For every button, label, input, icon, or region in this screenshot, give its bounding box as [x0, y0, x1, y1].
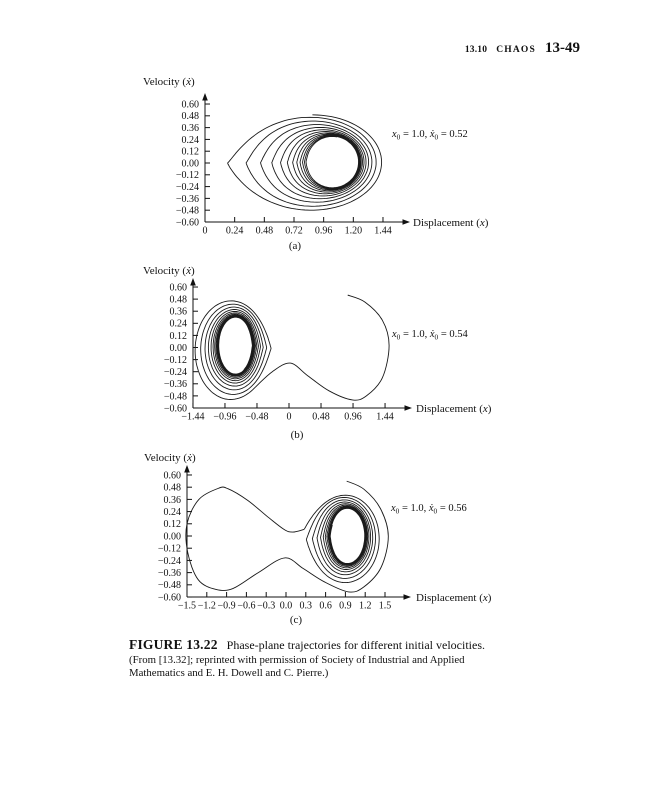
y-tick-label: 0.48	[170, 295, 188, 306]
y-tick-label: 0.48	[182, 111, 200, 122]
y-tick-label: −0.24	[176, 182, 199, 193]
y-tick-label: 0.60	[182, 99, 200, 110]
y-tick-label: −0.48	[164, 391, 187, 402]
x-tick-label: −1.5	[178, 601, 196, 612]
x-tick-label: 0.96	[315, 226, 333, 237]
x-tick-label: −0.3	[257, 601, 275, 612]
y-tick-label: 0.36	[182, 123, 200, 134]
running-header: 13.10 CHAOS 13-49	[465, 40, 580, 57]
x-axis-arrow-icon	[404, 405, 412, 411]
caption-line: FIGURE 13.22 Phase-plane trajectories for…	[129, 637, 543, 654]
panel-label: (a)	[289, 240, 302, 252]
x-tick-label: −1.44	[181, 412, 204, 423]
y-axis-title: Velocity (ẋ)	[143, 76, 195, 88]
y-tick-label: 0.12	[182, 147, 200, 158]
y-axis-title: Velocity (ẋ)	[144, 452, 196, 464]
y-tick-label: −0.60	[164, 403, 187, 414]
chapter-title: CHAOS	[496, 45, 536, 55]
figure-caption: FIGURE 13.22 Phase-plane trajectories for…	[129, 637, 543, 680]
y-axis-title: Velocity (ẋ)	[143, 265, 195, 277]
x-tick-label: 1.44	[376, 412, 394, 423]
y-tick-label: −0.24	[164, 367, 187, 378]
x-axis-title: Displacement (x)	[416, 592, 492, 604]
y-tick-label: 0.36	[164, 495, 182, 506]
y-axis-arrow-icon	[190, 278, 196, 286]
x-axis-arrow-icon	[403, 594, 411, 600]
y-tick-label: 0.12	[164, 519, 182, 530]
trajectory-spiral-curve	[303, 494, 380, 584]
y-tick-label: −0.12	[158, 544, 181, 555]
x-tick-label: −0.96	[213, 412, 236, 423]
x-axis-title: Displacement (x)	[413, 217, 489, 229]
y-tick-label: −0.36	[176, 194, 199, 205]
figure-source-line-1: (From [13.32]; reprinted with permission…	[129, 653, 465, 666]
x-tick-label: 0.48	[256, 226, 274, 237]
y-tick-label: 0.60	[170, 282, 188, 293]
y-tick-label: 0.36	[170, 307, 188, 318]
y-tick-label: 0.48	[164, 483, 182, 494]
y-tick-label: −0.48	[176, 206, 199, 217]
x-tick-label: 0.6	[319, 601, 332, 612]
y-axis-arrow-icon	[202, 93, 208, 101]
y-tick-label: −0.36	[158, 568, 181, 579]
trajectory-entry-curve	[254, 294, 390, 401]
y-tick-label: 0.00	[182, 158, 200, 169]
initial-conditions-annotation: x0 = 1.0, ẋ0 = 0.54	[391, 329, 468, 342]
section-number: 13.10	[464, 45, 488, 55]
x-tick-label: 0.3	[300, 601, 313, 612]
y-tick-label: −0.12	[164, 355, 187, 366]
page-number: 13-49	[545, 40, 580, 56]
x-tick-label: −1.2	[198, 601, 216, 612]
x-axis-arrow-icon	[402, 219, 410, 225]
x-tick-label: 1.20	[345, 226, 363, 237]
y-tick-label: 0.00	[164, 531, 182, 542]
x-axis-title: Displacement (x)	[416, 403, 492, 415]
y-tick-label: 0.60	[164, 470, 182, 481]
initial-conditions-annotation: x0 = 1.0, ẋ0 = 0.56	[390, 503, 467, 516]
x-tick-label: 0.96	[344, 412, 362, 423]
x-tick-label: −0.9	[218, 601, 236, 612]
x-tick-label: 1.5	[379, 601, 392, 612]
y-tick-label: −0.24	[158, 556, 181, 567]
initial-conditions-annotation: x0 = 1.0, ẋ0 = 0.52	[391, 129, 468, 142]
y-tick-label: 0.24	[170, 319, 188, 330]
y-tick-label: 0.24	[164, 507, 182, 518]
x-tick-label: 0.0	[280, 601, 293, 612]
y-tick-label: 0.00	[170, 343, 188, 354]
y-axis-arrow-icon	[184, 465, 190, 473]
trajectory-entry-curve	[185, 480, 389, 593]
y-tick-label: −0.60	[176, 217, 199, 228]
trajectory-spiral-curve	[194, 300, 272, 400]
x-tick-label: 0.48	[312, 412, 330, 423]
x-tick-label: 1.44	[374, 226, 392, 237]
panel-label: (b)	[291, 429, 304, 441]
x-tick-label: 0.9	[339, 601, 352, 612]
figure-source-line-2: Mathematics and E. H. Dowell and C. Pier…	[129, 667, 329, 680]
figure-number: FIGURE 13.22	[129, 637, 218, 652]
x-tick-label: 0.72	[285, 226, 303, 237]
x-tick-label: 0	[203, 226, 208, 237]
y-tick-label: −0.48	[158, 580, 181, 591]
y-tick-label: −0.12	[176, 170, 199, 181]
panel-label: (c)	[290, 614, 303, 626]
y-tick-label: 0.12	[170, 331, 188, 342]
x-tick-label: 0.24	[226, 226, 244, 237]
y-tick-label: 0.24	[182, 135, 200, 146]
y-tick-label: −0.36	[164, 379, 187, 390]
trajectory-spiral-curve	[227, 114, 383, 211]
x-tick-label: 1.2	[359, 601, 372, 612]
figure-title: Phase-plane trajectories for different i…	[226, 638, 486, 652]
x-tick-label: −0.6	[237, 601, 255, 612]
x-tick-label: 0	[287, 412, 292, 423]
y-tick-label: −0.60	[158, 592, 181, 603]
x-tick-label: −0.48	[245, 412, 268, 423]
